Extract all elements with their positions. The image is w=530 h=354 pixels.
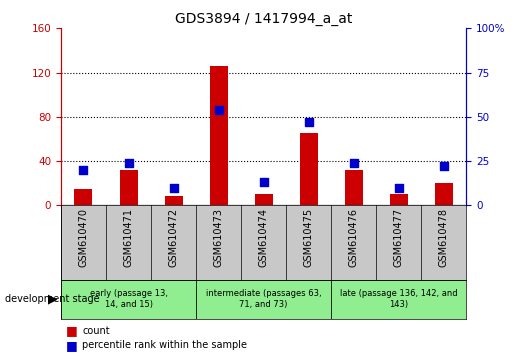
- Text: development stage: development stage: [5, 294, 100, 304]
- Bar: [344, 170, 363, 205]
- Point: [304, 119, 313, 125]
- Text: count: count: [82, 326, 110, 336]
- Text: ■: ■: [66, 339, 78, 352]
- Bar: [331, 280, 466, 319]
- Bar: [164, 196, 182, 205]
- Bar: [390, 194, 408, 205]
- Point: [80, 167, 88, 173]
- Title: GDS3894 / 1417994_a_at: GDS3894 / 1417994_a_at: [175, 12, 352, 26]
- Text: early (passage 13,
14, and 15): early (passage 13, 14, and 15): [90, 290, 167, 309]
- Bar: [209, 66, 228, 205]
- Bar: [119, 170, 138, 205]
- Bar: [196, 280, 331, 319]
- Text: ■: ■: [66, 325, 78, 337]
- Text: late (passage 136, 142, and
143): late (passage 136, 142, and 143): [340, 290, 457, 309]
- Bar: [254, 194, 272, 205]
- Text: intermediate (passages 63,
71, and 73): intermediate (passages 63, 71, and 73): [206, 290, 322, 309]
- Point: [124, 160, 132, 166]
- Point: [350, 160, 358, 166]
- Bar: [435, 183, 453, 205]
- Text: GSM610471: GSM610471: [123, 207, 134, 267]
- Text: GSM610477: GSM610477: [394, 207, 404, 267]
- Text: GSM610478: GSM610478: [439, 207, 449, 267]
- Point: [214, 107, 223, 113]
- Point: [440, 164, 448, 169]
- Text: percentile rank within the sample: percentile rank within the sample: [82, 340, 247, 350]
- Text: GSM610475: GSM610475: [304, 207, 314, 267]
- Text: GSM610473: GSM610473: [214, 207, 224, 267]
- Bar: [74, 189, 92, 205]
- Point: [259, 179, 268, 185]
- Text: GSM610474: GSM610474: [259, 207, 269, 267]
- Text: GSM610472: GSM610472: [169, 207, 179, 267]
- Text: GSM610470: GSM610470: [78, 207, 89, 267]
- Point: [394, 185, 403, 190]
- Point: [169, 185, 178, 190]
- Text: GSM610476: GSM610476: [349, 207, 359, 267]
- Bar: [61, 280, 196, 319]
- Text: ▶: ▶: [48, 293, 57, 306]
- Bar: [300, 133, 318, 205]
